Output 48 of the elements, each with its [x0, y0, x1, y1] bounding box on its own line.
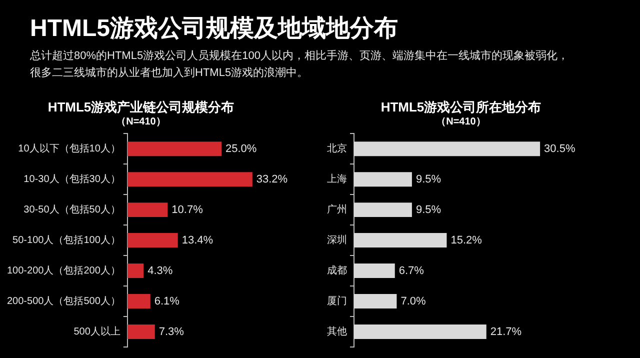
y-tick-label: 广州: [327, 204, 347, 216]
data-label: 25.0%: [226, 142, 257, 155]
chart-subtitle: （N=410）: [116, 116, 166, 128]
y-tick-label: 上海: [327, 173, 347, 186]
data-label: 21.7%: [490, 326, 522, 338]
bar: [354, 172, 412, 187]
y-tick-label: 10人以下（包括10人）: [18, 142, 120, 155]
y-tick-label: 其他: [327, 326, 347, 338]
data-label: 13.4%: [182, 234, 214, 246]
bar: [354, 233, 447, 248]
y-tick-label: 北京: [327, 142, 347, 155]
data-label: 4.3%: [148, 264, 173, 277]
y-tick-label: 50-100人（包括100人）: [12, 234, 120, 246]
chart-title: HTML5游戏产业链公司规模分布: [48, 99, 234, 114]
bar: [127, 233, 178, 248]
bar: [127, 202, 168, 218]
data-label: 6.1%: [154, 295, 180, 308]
data-label: 6.7%: [398, 264, 424, 277]
bar: [127, 294, 150, 309]
y-tick-label: 500人以上: [74, 326, 120, 338]
data-label: 10.7%: [172, 204, 204, 216]
y-tick-label: 厦门: [327, 295, 347, 308]
text: 总计超过80%的HTML5游戏公司人员规模在100人以内，相比手游、页游、端游集中在一线城市的现象被弱化，很多二三线城市的从业者也加入到HTML5游戏的浪潮中。: [30, 48, 570, 81]
bar: [354, 324, 486, 339]
bar: [354, 294, 397, 309]
bar: [354, 202, 412, 218]
y-tick-label: 200-500人（包括500人）: [6, 295, 120, 308]
bar: [127, 172, 252, 187]
bar: [354, 142, 540, 156]
data-label: 9.5%: [416, 204, 442, 216]
bar: [354, 264, 395, 278]
y-tick-label: 100-200人（包括200人）: [6, 264, 120, 277]
y-tick-label: 30-50人（包括50人）: [24, 204, 120, 216]
data-label: 15.2%: [450, 234, 482, 246]
data-label: 7.0%: [400, 295, 426, 308]
text: HTML5游戏公司规模及地域地分布: [30, 14, 398, 44]
y-tick-label: 10-30人（包括30人）: [24, 173, 120, 186]
data-label: 33.2%: [256, 173, 288, 186]
bar: [127, 142, 222, 156]
y-tick-label: 成都: [327, 264, 347, 277]
bar: [127, 264, 144, 278]
data-label: 9.5%: [416, 173, 442, 186]
chart-title: HTML5游戏公司所在地分布: [380, 99, 542, 114]
data-label: 30.5%: [544, 142, 576, 155]
y-tick-label: 深圳: [327, 234, 347, 246]
bar: [127, 324, 155, 339]
data-label: 7.3%: [158, 326, 184, 338]
chart-subtitle: （N=410）: [436, 116, 486, 128]
